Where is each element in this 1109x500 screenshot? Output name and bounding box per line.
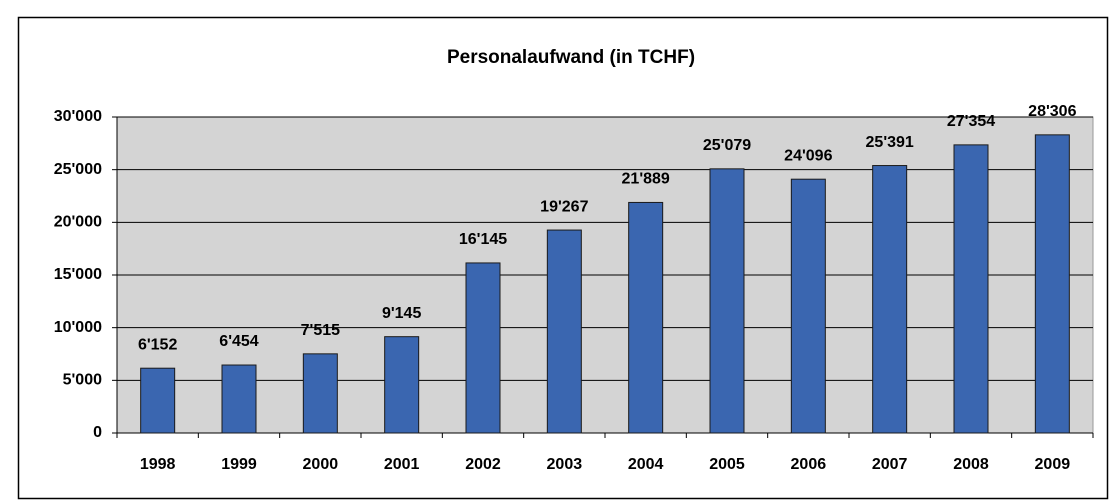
x-tick-label: 2003 xyxy=(547,456,583,473)
x-tick-label: 2002 xyxy=(465,456,501,473)
x-tick-label: 2006 xyxy=(791,456,827,473)
x-tick-label: 2004 xyxy=(628,456,664,473)
x-tick-label: 2008 xyxy=(953,456,989,473)
bar xyxy=(546,229,582,434)
y-tick-label: 5'000 xyxy=(63,372,103,389)
x-tick-label: 2007 xyxy=(872,456,908,473)
y-tick-label: 25'000 xyxy=(54,161,102,178)
value-label: 25'391 xyxy=(866,134,914,151)
x-tick-label: 1999 xyxy=(221,456,257,473)
y-tick-label: 0 xyxy=(93,424,102,441)
value-label: 28'306 xyxy=(1028,103,1076,120)
y-tick-label: 10'000 xyxy=(54,319,102,336)
bar xyxy=(953,144,989,434)
value-label: 6'454 xyxy=(219,333,259,350)
value-label: 21'889 xyxy=(622,171,670,188)
y-tick-label: 30'000 xyxy=(54,108,102,125)
value-label: 25'079 xyxy=(703,137,751,154)
x-tick-label: 1998 xyxy=(140,456,176,473)
value-label: 27'354 xyxy=(947,113,995,130)
x-tick-label: 2001 xyxy=(384,456,420,473)
bar xyxy=(628,201,664,434)
y-tick-label: 15'000 xyxy=(54,266,102,283)
value-label: 6'152 xyxy=(138,336,178,353)
value-label: 16'145 xyxy=(459,231,507,248)
chart-title: Personalaufwand (in TCHF) xyxy=(447,47,695,68)
bar xyxy=(221,364,257,434)
bar xyxy=(790,178,826,434)
value-label: 9'145 xyxy=(382,305,422,322)
x-tick-label: 2005 xyxy=(709,456,745,473)
bar xyxy=(465,262,501,434)
x-tick-label: 2009 xyxy=(1035,456,1071,473)
bar xyxy=(709,168,745,434)
value-label: 24'096 xyxy=(784,147,832,164)
value-label: 19'267 xyxy=(540,198,588,215)
bar xyxy=(302,353,338,434)
bar xyxy=(384,336,420,434)
value-label: 7'515 xyxy=(301,322,341,339)
y-tick-label: 20'000 xyxy=(54,214,102,231)
bar xyxy=(140,367,176,434)
bar xyxy=(872,165,908,434)
x-tick-label: 2000 xyxy=(303,456,339,473)
bar xyxy=(1034,134,1070,434)
